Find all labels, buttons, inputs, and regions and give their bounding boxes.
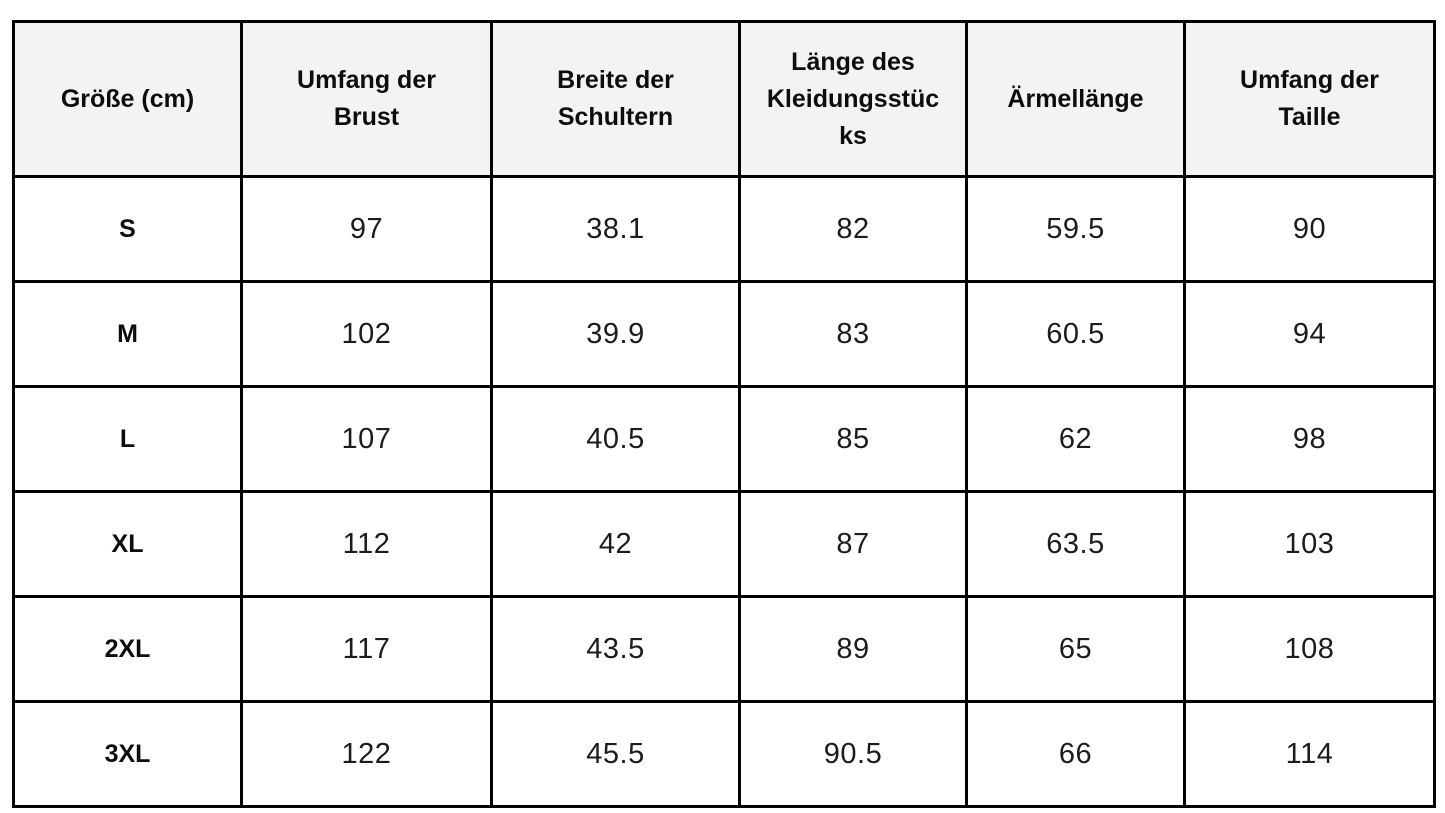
measurement-cell: 94	[1183, 280, 1436, 388]
measurement-cell: 43.5	[490, 595, 741, 703]
measurement-cell: 63.5	[965, 490, 1186, 598]
measurement-cell: 42	[490, 490, 741, 598]
measurement-cell: 83	[738, 280, 968, 388]
table-header: Größe (cm) Umfang der Brust Breite der S…	[12, 20, 1436, 178]
column-header-size: Größe (cm)	[12, 20, 243, 178]
measurement-cell: 90	[1183, 175, 1436, 283]
measurement-cell: 85	[738, 385, 968, 493]
measurement-cell: 39.9	[490, 280, 741, 388]
size-chart-table: Größe (cm) Umfang der Brust Breite der S…	[12, 20, 1436, 808]
measurement-cell: 122	[240, 700, 493, 808]
measurement-cell: 90.5	[738, 700, 968, 808]
table-row: XL 112 42 87 63.5 103	[12, 490, 1436, 598]
measurement-cell: 66	[965, 700, 1186, 808]
measurement-cell: 60.5	[965, 280, 1186, 388]
column-header-sleeve-length: Ärmellänge	[965, 20, 1186, 178]
column-header-garment-length: Länge des Kleidungsstücks	[738, 20, 968, 178]
table-row: M 102 39.9 83 60.5 94	[12, 280, 1436, 388]
table-row: 2XL 117 43.5 89 65 108	[12, 595, 1436, 703]
measurement-cell: 97	[240, 175, 493, 283]
column-header-waist: Umfang der Taille	[1183, 20, 1436, 178]
measurement-cell: 62	[965, 385, 1186, 493]
measurement-cell: 40.5	[490, 385, 741, 493]
measurement-cell: 108	[1183, 595, 1436, 703]
measurement-cell: 89	[738, 595, 968, 703]
measurement-cell: 117	[240, 595, 493, 703]
column-header-shoulders: Breite der Schultern	[490, 20, 741, 178]
size-label: S	[12, 175, 243, 283]
size-label: XL	[12, 490, 243, 598]
size-table-body: S 97 38.1 82 59.5 90 M 102 39.9 83 60.5 94 L 107 40.5 8…	[12, 175, 1436, 808]
size-label: 3XL	[12, 700, 243, 808]
measurement-cell: 38.1	[490, 175, 741, 283]
measurement-cell: 98	[1183, 385, 1436, 493]
measurement-cell: 107	[240, 385, 493, 493]
table-row: S 97 38.1 82 59.5 90	[12, 175, 1436, 283]
size-label: 2XL	[12, 595, 243, 703]
size-label: M	[12, 280, 243, 388]
table-row: 3XL 122 45.5 90.5 66 114	[12, 700, 1436, 808]
measurement-cell: 102	[240, 280, 493, 388]
measurement-cell: 65	[965, 595, 1186, 703]
column-header-chest: Umfang der Brust	[240, 20, 493, 178]
measurement-cell: 114	[1183, 700, 1436, 808]
measurement-cell: 82	[738, 175, 968, 283]
size-label: L	[12, 385, 243, 493]
measurement-cell: 87	[738, 490, 968, 598]
measurement-cell: 45.5	[490, 700, 741, 808]
header-row: Größe (cm) Umfang der Brust Breite der S…	[12, 20, 1436, 178]
table-row: L 107 40.5 85 62 98	[12, 385, 1436, 493]
measurement-cell: 103	[1183, 490, 1436, 598]
measurement-cell: 59.5	[965, 175, 1186, 283]
measurement-cell: 112	[240, 490, 493, 598]
